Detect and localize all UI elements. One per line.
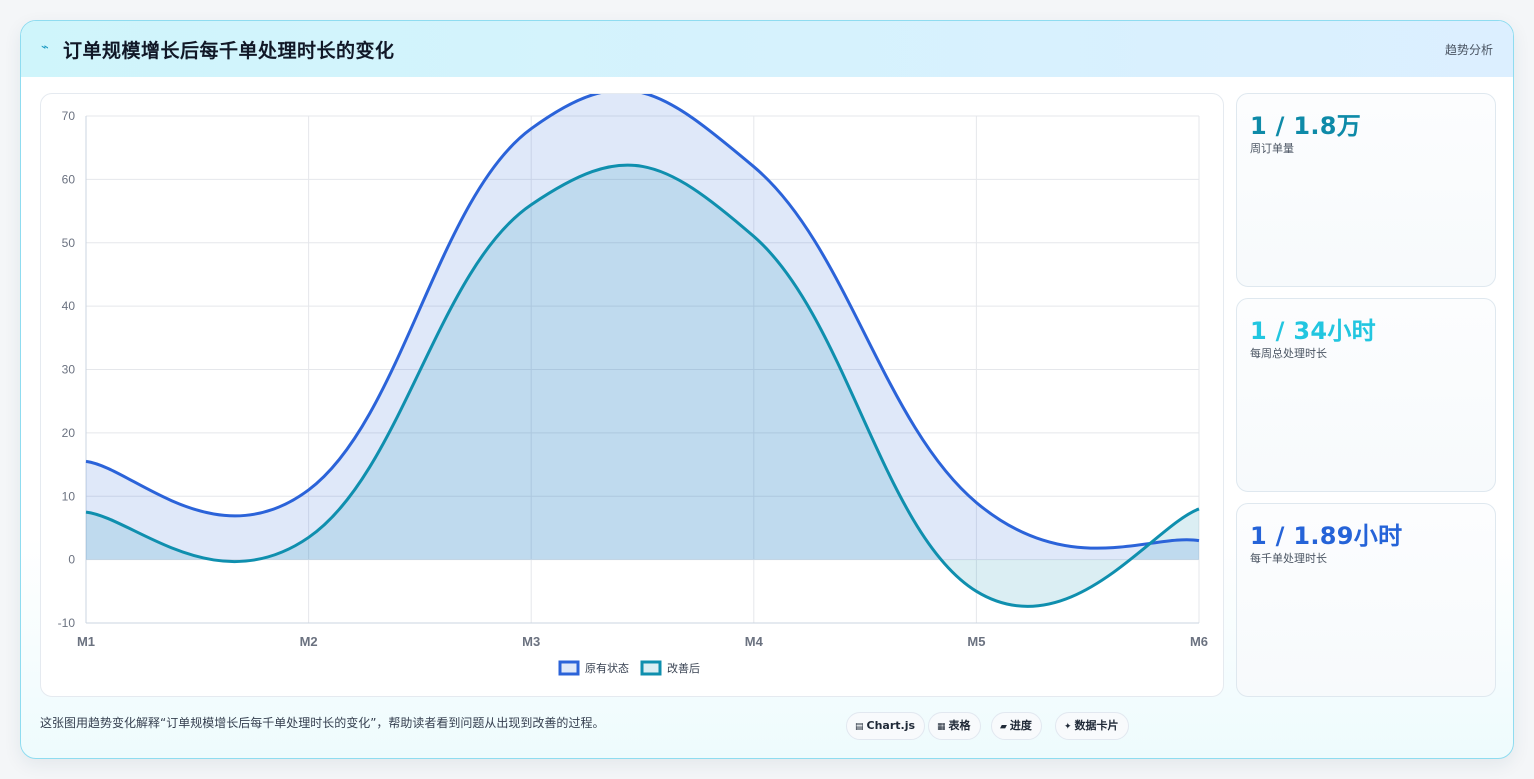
series-line-1 <box>85 94 1200 550</box>
y-tick-label: 60 <box>62 172 76 186</box>
stat-value: 1 / 34小时 <box>1250 317 1376 345</box>
legend-swatch <box>640 660 662 676</box>
y-tick-label: 30 <box>62 363 76 377</box>
legend-label: 改善后 <box>667 661 700 675</box>
y-tick-label: 10 <box>62 489 76 503</box>
chip-label: 数据卡片 <box>1074 719 1119 732</box>
card-icon: ✦ <box>1064 722 1072 732</box>
chip-label: 进度 <box>1009 719 1032 732</box>
chip-chartjs[interactable]: ▤ Chart.js <box>846 712 926 740</box>
stat-card-weekly-hours: 1 / 34小时 每周总处理时长 <box>1236 298 1496 492</box>
series-area-1 <box>86 94 1199 560</box>
line-area-chart: -10 0 10 20 30 40 50 60 70 M1 M2 M3 M4 M5 M6 原有状态 改善后 <box>58 94 1208 676</box>
series-line-2 <box>85 163 1200 608</box>
x-tick-label: M6 <box>1190 634 1208 649</box>
x-tick-label: M5 <box>967 634 985 649</box>
chip-label: 表格 <box>948 719 971 732</box>
table-icon: ▦ <box>937 722 946 732</box>
x-tick-label: M4 <box>745 634 764 649</box>
chart-icon: ▤ <box>855 722 864 732</box>
y-tick-label: 70 <box>62 109 76 123</box>
chip-data-card[interactable]: ✦ 数据卡片 <box>1055 712 1129 740</box>
card-header: ⌁ 订单规模增长后每千单处理时长的变化 趋势分析 <box>21 21 1513 77</box>
chip-progress[interactable]: ▰ 进度 <box>991 712 1042 740</box>
stat-card-hours-per-thousand: 1 / 1.89小时 每千单处理时长 <box>1236 503 1496 697</box>
chart-panel: -10 0 10 20 30 40 50 60 70 M1 M2 M3 M4 M5 M6 原有状态 改善后 <box>40 93 1224 697</box>
stat-label: 每千单处理时长 <box>1250 552 1327 565</box>
y-tick-label: 20 <box>62 426 76 440</box>
stat-label: 周订单量 <box>1250 142 1294 155</box>
trend-line-icon: ⌁ <box>41 40 49 55</box>
chip-label: Chart.js <box>866 719 916 732</box>
y-tick-label: 50 <box>62 236 76 250</box>
stat-label: 每周总处理时长 <box>1250 347 1327 360</box>
legend-swatch <box>558 660 580 676</box>
legend-label: 原有状态 <box>585 661 629 675</box>
y-tick-label: 0 <box>68 553 75 567</box>
stat-value: 1 / 1.89小时 <box>1250 522 1403 550</box>
chart-card: ⌁ 订单规模增长后每千单处理时长的变化 趋势分析 -10 0 10 20 30 40 50 6… <box>20 20 1514 759</box>
chip-table[interactable]: ▦ 表格 <box>928 712 981 740</box>
x-tick-label: M2 <box>300 634 318 649</box>
x-tick-label: M3 <box>522 634 540 649</box>
stat-card-weekly-orders: 1 / 1.8万 周订单量 <box>1236 93 1496 287</box>
y-tick-label: -10 <box>58 616 76 630</box>
y-tick-label: 40 <box>62 299 76 313</box>
chart-title: 订单规模增长后每千单处理时长的变化 <box>63 40 395 62</box>
stat-value: 1 / 1.8万 <box>1250 112 1362 140</box>
analysis-tag: 趋势分析 <box>1444 43 1493 57</box>
progress-icon: ▰ <box>1000 722 1007 732</box>
series-area-2 <box>86 165 1199 607</box>
x-tick-label: M1 <box>77 634 95 649</box>
chart-description: 这张图用趋势变化解释“订单规模增长后每千单处理时长的变化”，帮助读者看到问题从出… <box>40 716 605 730</box>
